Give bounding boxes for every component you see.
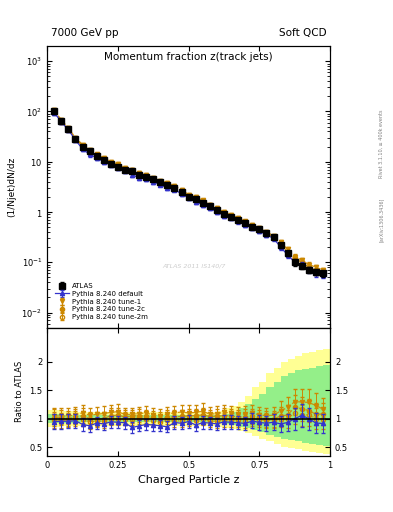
Text: 7000 GeV pp: 7000 GeV pp	[51, 28, 119, 38]
X-axis label: Charged Particle z: Charged Particle z	[138, 475, 239, 485]
Legend: ATLAS, Pythia 8.240 default, Pythia 8.240 tune-1, Pythia 8.240 tune-2c, Pythia 8: ATLAS, Pythia 8.240 default, Pythia 8.24…	[53, 282, 149, 322]
Text: Soft QCD: Soft QCD	[279, 28, 326, 38]
Text: [arXiv:1306.3436]: [arXiv:1306.3436]	[379, 198, 384, 242]
Text: Rivet 3.1.10, ≥ 400k events: Rivet 3.1.10, ≥ 400k events	[379, 109, 384, 178]
Text: ATLAS 2011 IS140/7: ATLAS 2011 IS140/7	[163, 263, 226, 268]
Text: Momentum fraction z(track jets): Momentum fraction z(track jets)	[104, 52, 273, 62]
Y-axis label: Ratio to ATLAS: Ratio to ATLAS	[15, 361, 24, 422]
Y-axis label: (1/Njet)dN/dz: (1/Njet)dN/dz	[7, 157, 16, 217]
